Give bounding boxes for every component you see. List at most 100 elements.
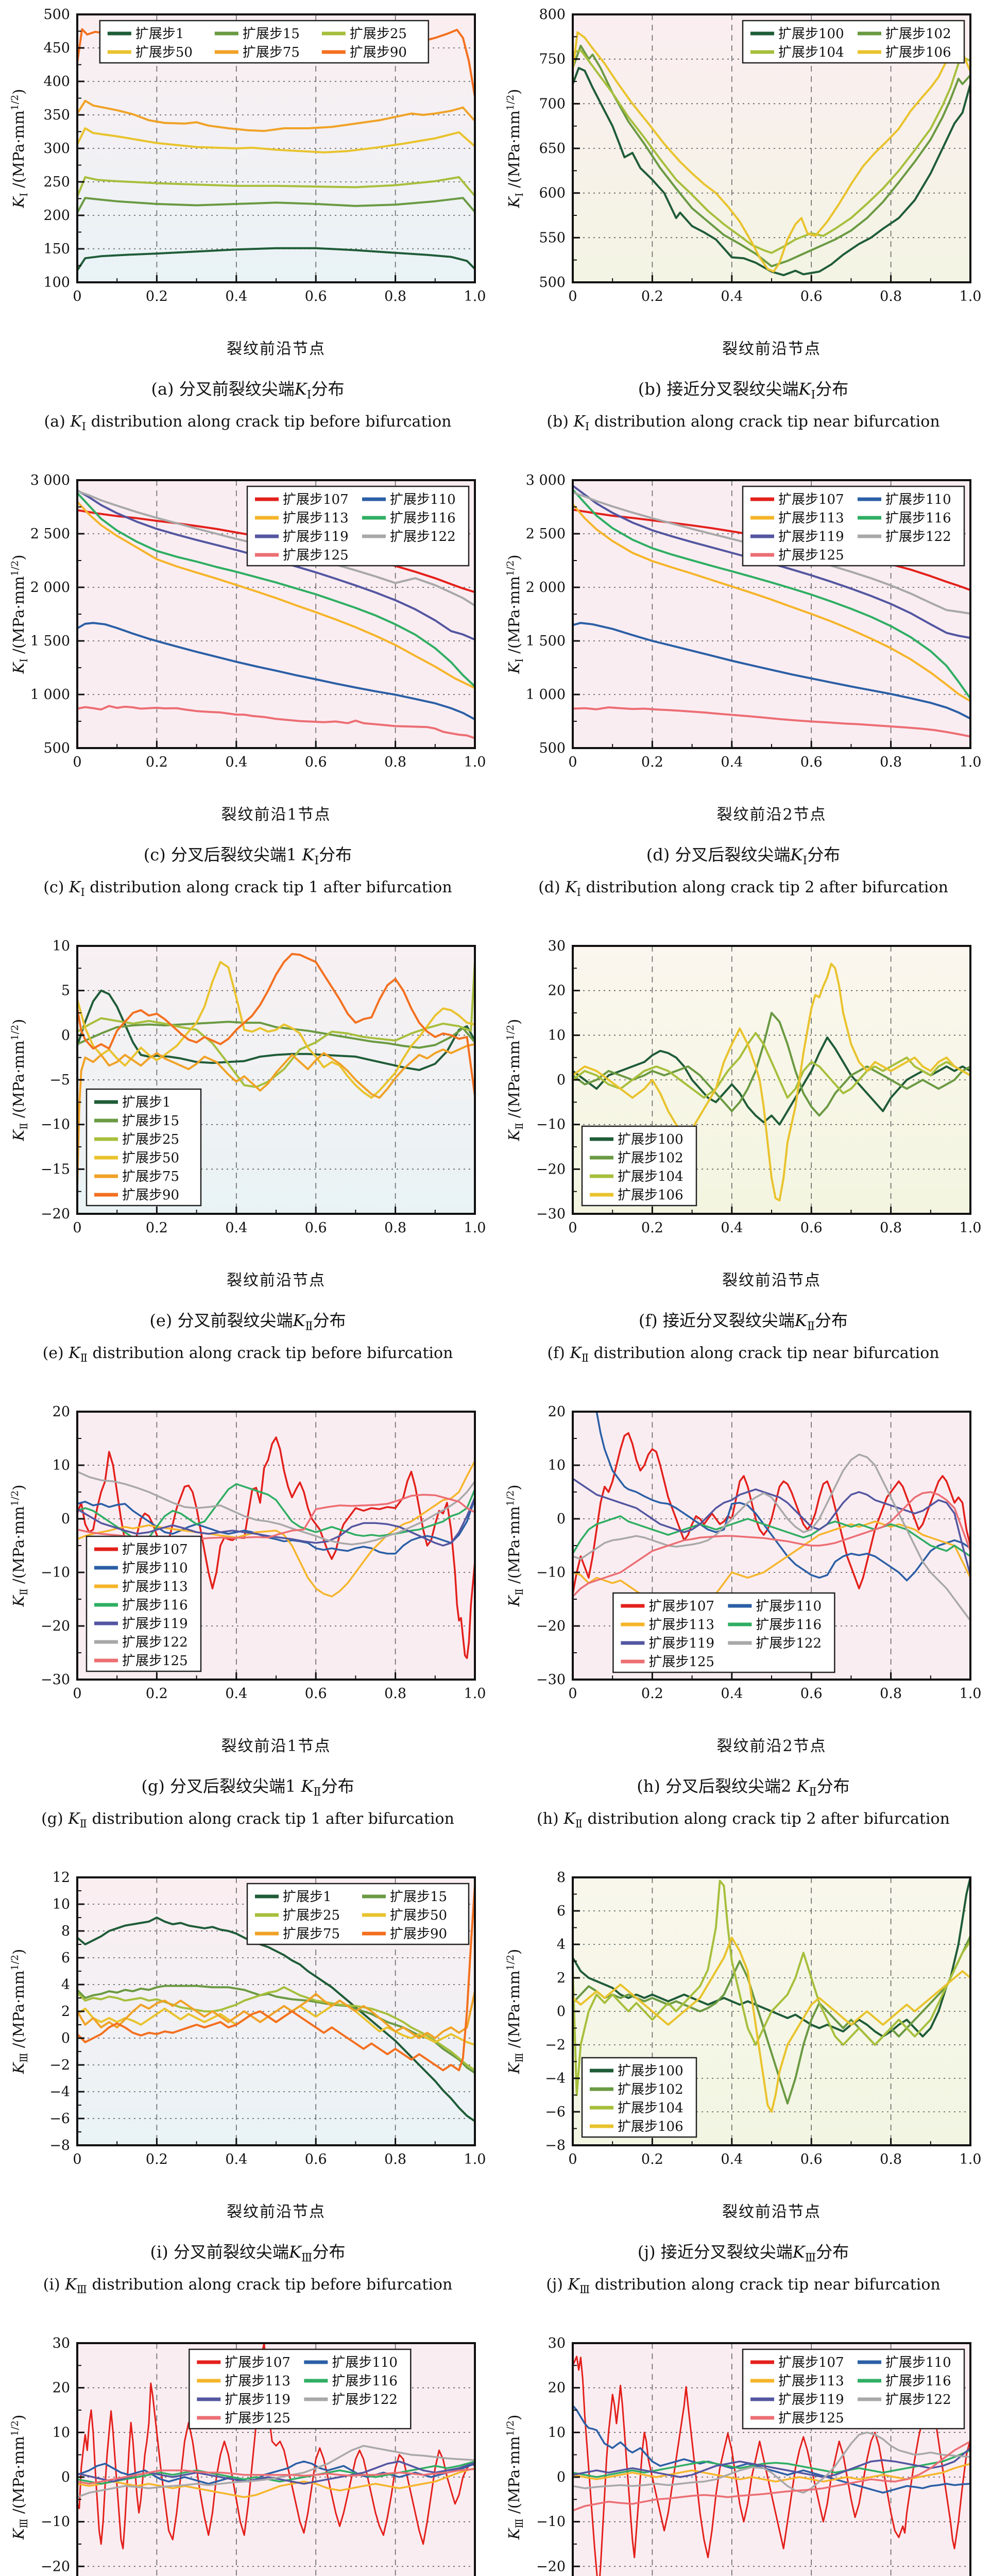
y-tick-label: −10 bbox=[41, 1117, 70, 1133]
x-tick-label: 0.4 bbox=[225, 1220, 247, 1236]
series-扩展步110 bbox=[573, 622, 970, 720]
x-tick-label: 0.4 bbox=[225, 754, 247, 770]
series-扩展步100 bbox=[573, 67, 970, 277]
legend-label: 扩展步113 bbox=[283, 511, 349, 526]
y-tick-label: 0 bbox=[61, 1511, 70, 1527]
y-tick-label: 450 bbox=[43, 40, 70, 56]
y-tick-label: 6 bbox=[61, 1950, 70, 1966]
y-tick-label: 20 bbox=[53, 2380, 70, 2396]
legend-label: 扩展步15 bbox=[390, 1889, 447, 1905]
y-tick-label: −8 bbox=[49, 2138, 70, 2154]
series-扩展步104 bbox=[573, 1879, 970, 2096]
y-axis-title: KⅡ /(MPa·mm1/2) bbox=[9, 1485, 30, 1607]
series-扩展步110 bbox=[573, 2404, 970, 2494]
legend-label: 扩展步110 bbox=[122, 1561, 188, 1576]
x-tick-label: 0.2 bbox=[641, 2151, 663, 2167]
legend-label: 扩展步119 bbox=[283, 529, 349, 545]
x-tick-label: 0.8 bbox=[880, 754, 902, 770]
y-tick-label: 10 bbox=[548, 2425, 566, 2441]
y-tick-label: 0 bbox=[61, 2469, 70, 2485]
series-扩展步15 bbox=[77, 1021, 475, 1049]
x-tick-label: 0.2 bbox=[641, 754, 663, 770]
y-tick-label: 500 bbox=[539, 740, 566, 756]
series-扩展步25 bbox=[77, 176, 475, 198]
legend-label: 扩展步106 bbox=[618, 1188, 684, 1203]
caption-zh: (i) 分叉前裂纹尖端KⅢ分布 bbox=[150, 2242, 346, 2265]
legend-label: 扩展步25 bbox=[283, 1908, 340, 1923]
series-group bbox=[77, 2343, 475, 2550]
legend: 扩展步1 扩展步15 扩展步25 扩展步50 扩展步75 扩展步90 bbox=[99, 20, 430, 64]
legend-label: 扩展步116 bbox=[122, 1598, 188, 1613]
y-tick-label: −15 bbox=[41, 1161, 70, 1177]
chart-svg-e: −20 −15 −10 −5 0 5 10 0 0.2 0.4 0.6 0.8 1.0 KⅡ /(MPa·… bbox=[9, 938, 486, 1236]
legend-label: 扩展步122 bbox=[885, 2392, 951, 2408]
y-tick-label: −20 bbox=[536, 1161, 566, 1177]
chart-svg-b: 500 550 600 650 700 750 800 0 0.2 0.4 0.6 0.8 1.0 KⅠ … bbox=[505, 7, 981, 304]
y-tick-label: −10 bbox=[536, 1117, 566, 1133]
legend-label: 扩展步106 bbox=[618, 2119, 684, 2134]
series-group bbox=[573, 962, 970, 1201]
series-扩展步100 bbox=[573, 1877, 970, 2038]
y-tick-label: 150 bbox=[43, 241, 70, 257]
series-扩展步15 bbox=[77, 197, 475, 214]
caption-en: (c) KⅠ distribution along crack tip 1 af… bbox=[43, 878, 452, 899]
legend-label: 扩展步110 bbox=[885, 492, 951, 507]
chart-panel-h: −30 −20 −10 0 10 20 0 0.2 0.4 0.6 0.8 1.0 KⅡ /(MPa·m… bbox=[496, 1397, 991, 1863]
series-扩展步50 bbox=[77, 127, 475, 154]
x-tick-label: 0 bbox=[568, 1220, 577, 1236]
x-tick-label: 1.0 bbox=[960, 1686, 982, 1702]
chart-panel-i: −8 −6 −4 −2 0 2 4 6 8 10 12 0 0.2 0.4 0.6 0.8 1.0 KⅢ /(MP… bbox=[0, 1863, 496, 2329]
y-tick-label: 0 bbox=[557, 1072, 566, 1088]
x-tick-label: 0.8 bbox=[384, 1686, 406, 1702]
series-扩展步119 bbox=[573, 1478, 970, 1576]
chart-svg-f: −30 −20 −10 0 10 20 30 0 0.2 0.4 0.6 0.8 1.0 KⅡ /(MPa… bbox=[505, 938, 982, 1236]
series-扩展步107 bbox=[573, 2355, 970, 2576]
legend-label: 扩展步113 bbox=[122, 1579, 188, 1595]
legend-label: 扩展步90 bbox=[122, 1188, 179, 1203]
chart-svg-d: 500 1 000 1 500 2 000 2 500 3 000 0 0.2 0.4 0.6 0.… bbox=[505, 472, 981, 770]
x-tick-label: 0.2 bbox=[146, 754, 168, 770]
series-扩展步15 bbox=[77, 1985, 475, 2074]
y-tick-label: −10 bbox=[41, 2514, 70, 2530]
chart-panel-f: −30 −20 −10 0 10 20 30 0 0.2 0.4 0.6 0.8 1.0 KⅡ /(MPa… bbox=[496, 931, 991, 1397]
legend-label: 扩展步50 bbox=[390, 1908, 447, 1923]
legend-label: 扩展步107 bbox=[283, 492, 349, 507]
x-tick-label: 0.4 bbox=[225, 2151, 247, 2167]
legend-label: 扩展步100 bbox=[618, 1132, 684, 1147]
y-tick-label: 0 bbox=[61, 2030, 70, 2046]
y-tick-label: 8 bbox=[557, 1870, 566, 1886]
x-tick-label: 0 bbox=[73, 754, 81, 770]
legend-label: 扩展步107 bbox=[778, 2355, 844, 2370]
x-tick-label: 0 bbox=[568, 754, 577, 770]
caption-en: (i) KⅢ distribution along crack tip befo… bbox=[43, 2276, 453, 2296]
series-扩展步90 bbox=[77, 1884, 475, 2072]
y-tick-label: 100 bbox=[43, 275, 70, 291]
y-tick-label: −30 bbox=[41, 1672, 70, 1688]
x-tick-label: 1.0 bbox=[960, 1220, 982, 1236]
series-扩展步122 bbox=[77, 1470, 475, 1546]
y-tick-label: −20 bbox=[41, 1206, 70, 1222]
chart-svg-j: −8 −6 −4 −2 0 2 4 6 8 0 0.2 0.4 0.6 0.8 1.0 KⅢ /(MPa·mm… bbox=[505, 1870, 981, 2167]
y-tick-label: 200 bbox=[43, 208, 70, 224]
series-扩展步125 bbox=[573, 1491, 970, 1598]
series-扩展步1 bbox=[77, 989, 475, 1071]
caption-zh: (c) 分叉后裂纹尖端1 KⅠ分布 bbox=[143, 845, 352, 868]
legend-label: 扩展步113 bbox=[648, 1617, 714, 1633]
y-tick-label: 6 bbox=[557, 1903, 566, 1919]
legend-label: 扩展步1 bbox=[122, 1095, 171, 1110]
legend-label: 扩展步125 bbox=[283, 548, 349, 563]
y-tick-label: 30 bbox=[548, 938, 566, 954]
y-tick-label: 30 bbox=[548, 2335, 566, 2351]
caption-zh: (e) 分叉前裂纹尖端KⅡ分布 bbox=[149, 1311, 346, 1333]
y-tick-label: 3 000 bbox=[30, 472, 70, 488]
y-tick-label: 5 bbox=[61, 983, 70, 999]
x-tick-label: 1.0 bbox=[464, 289, 486, 304]
caption-en: (g) KⅡ distribution along crack tip 1 af… bbox=[41, 1810, 454, 1831]
x-tick-label: 0.2 bbox=[146, 1220, 168, 1236]
series-扩展步1 bbox=[77, 247, 475, 272]
x-axis-label: 裂纹前沿节点 bbox=[227, 340, 326, 358]
